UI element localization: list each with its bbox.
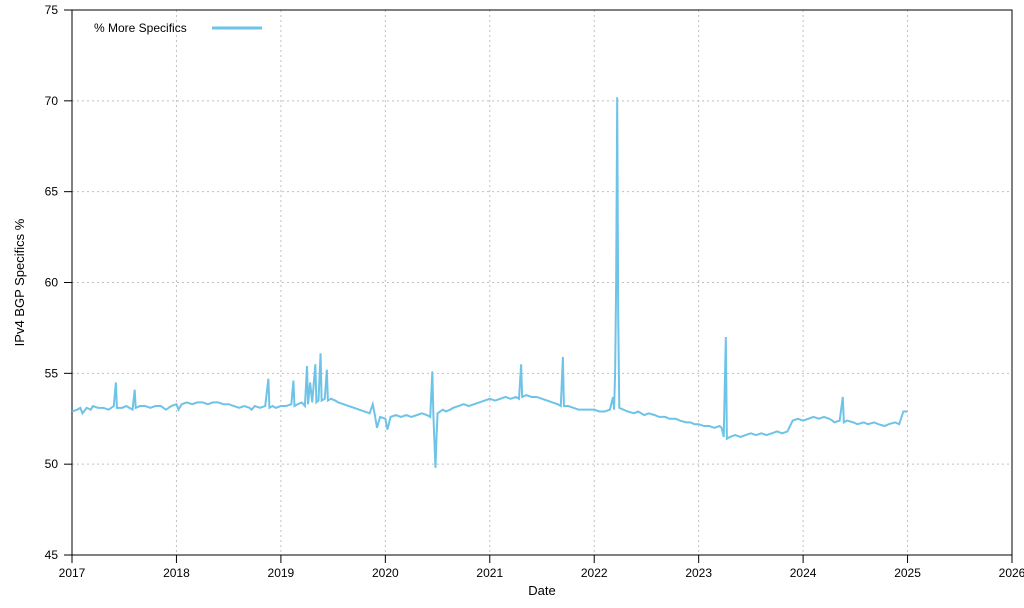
x-tick-label: 2018	[163, 566, 190, 580]
x-tick-label: 2020	[372, 566, 399, 580]
y-tick-label: 50	[45, 457, 59, 471]
y-axis-label: IPv4 BGP Specifics %	[12, 218, 27, 346]
x-tick-label: 2025	[894, 566, 921, 580]
x-tick-label: 2024	[790, 566, 817, 580]
x-tick-label: 2026	[999, 566, 1024, 580]
x-axis-label: Date	[528, 583, 555, 598]
chart-container: 2017 2018 2019 2020 2021 2022 2023 2024 2025 2026…	[0, 0, 1024, 608]
legend-label: % More Specifics	[94, 21, 187, 35]
plot-background	[0, 0, 1024, 608]
line-chart: 2017 2018 2019 2020 2021 2022 2023 2024 2025 2026…	[0, 0, 1024, 608]
y-tick-label: 65	[45, 185, 59, 199]
x-tick-label: 2022	[581, 566, 608, 580]
x-tick-label: 2023	[685, 566, 712, 580]
y-tick-label: 60	[45, 276, 59, 290]
y-tick-label: 45	[45, 548, 59, 562]
x-tick-label: 2019	[268, 566, 295, 580]
x-tick-label: 2017	[59, 566, 86, 580]
y-tick-label: 75	[45, 3, 59, 17]
y-tick-label: 70	[45, 94, 59, 108]
y-tick-label: 55	[45, 366, 59, 380]
x-tick-label: 2021	[476, 566, 503, 580]
